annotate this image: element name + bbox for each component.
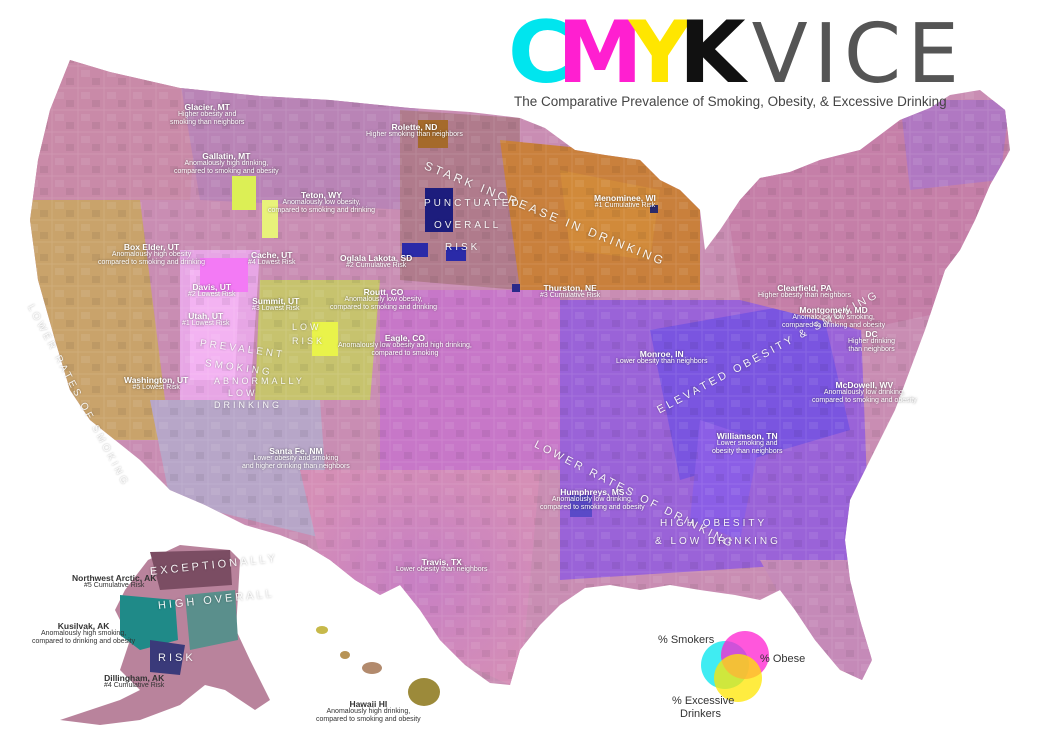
region-label-low: LOW [292,322,322,332]
annotation-humphreys-ms: Humphreys, MS Anomalously low drinking, c… [540,487,645,511]
region-label-abn-drinking: DRINKING [214,400,283,410]
annotation-dillingham-ak: Dillingham, AK #4 Cumulative Risk [104,673,165,689]
annotation-washington-ut: Washington, UT #5 Lowest Risk [124,375,189,391]
region-label-abnormally: ABNORMALLY [214,376,305,386]
annotation-glacier-mt: Glacier, MT Higher obesity and smoking th… [170,102,245,126]
annotation-kusilvak-ak: Kusilvak, AK Anomalously high smoking, co… [32,621,136,645]
annotation-montgomery-md: Montgomery, MD Anomalously low smoking, c… [782,305,886,329]
logo-letter-k: K [679,3,746,103]
logo-word-vice: VICE [751,7,966,102]
alaska [60,545,270,725]
region-label-high-obesity: HIGH OBESITY [660,518,768,529]
legend-label-drinkers-1: % Excessive [672,695,735,707]
region-label-low-drinking: & LOW DRINKING [655,536,781,547]
map-subtitle: The Comparative Prevalence of Smoking, O… [514,94,947,109]
region-label-low-risk: RISK [292,336,326,346]
annotation-eagle-co: Eagle, CO Anomalously low obesity and hi… [338,333,472,357]
annotation-travis-tx: Travis, TX Lower obesity than neighbors [396,557,488,573]
region-label-punctuated: PUNCTUATED [424,198,522,209]
annotation-routt-co: Routt, CO Anomalously low obesity, compar… [330,287,438,311]
annotation-utah-ut: Utah, UT #1 Lowest Risk [182,311,230,327]
annotation-mcdowell-wv: McDowell, WV Anomalously low drinking, co… [812,380,917,404]
region-label-overall: OVERALL [434,220,502,231]
annotation-oglala-lakota-sd: Oglala Lakota, SD #2 Cumulative Risk [340,253,413,269]
legend-label-obese: % Obese [760,653,806,665]
annotation-summit-ut: Summit, UT #3 Lowest Risk [252,296,300,312]
region-label-exc-risk: RISK [158,652,196,664]
annotation-teton-wy: Teton, WY Anomalously low obesity, compar… [268,190,376,214]
annotation-rolette-nd: Rolette, ND Higher smoking than neighbor… [366,122,463,138]
annotation-monroe-in: Monroe, IN Lower obesity than neighbors [616,349,708,365]
annotation-davis-ut: Davis, UT #2 Lowest Risk [188,282,236,298]
annotation-williamson-tn: Williamson, TN Lower smoking and obesity … [712,431,783,455]
annotation-dc: DC Higher drinking than neighbors [848,329,896,353]
annotation-gallatin-mt: Gallatin, MT Anomalously high drinking, c… [174,151,279,175]
legend-label-smokers: % Smokers [658,634,715,646]
annotation-northwest-arctic-ak: Northwest Arctic, AK #5 Cumulative Risk [72,573,157,589]
title-block: CMYKVICE The Comparative Prevalence of S… [508,10,959,109]
highlighted-counties [200,120,658,517]
annotation-cache-ut: Cache, UT #4 Lowest Risk [248,250,296,266]
region-label-risk: RISK [445,242,481,253]
annotation-santa-fe-nm: Santa Fe, NM Lower obesity and smoking an… [242,446,350,470]
region-label-abn-low: LOW [228,388,258,398]
annotation-thurston-ne: Thurston, NE #3 Cumulative Risk [540,283,601,299]
legend-label-drinkers-2: Drinkers [680,708,721,720]
logo-cmykvice: CMYKVICE [508,10,959,98]
annotation-menominee-wi: Menominee, WI #1 Cumulative Risk [594,193,656,209]
annotation-box-elder-ut: Box Elder, UT Anomalously high obesity co… [98,242,206,266]
logo-letter-c: C [508,3,571,103]
logo-letter-m: M [557,3,643,103]
hawaii [316,626,440,706]
legend-venn [701,631,769,702]
annotation-hawaii-hi: Hawaii HI Anomalously high drinking, comp… [316,699,421,723]
logo-letter-y: Y [628,3,691,103]
annotation-clearfield-pa: Clearfield, PA Higher obesity than neigh… [758,283,852,299]
